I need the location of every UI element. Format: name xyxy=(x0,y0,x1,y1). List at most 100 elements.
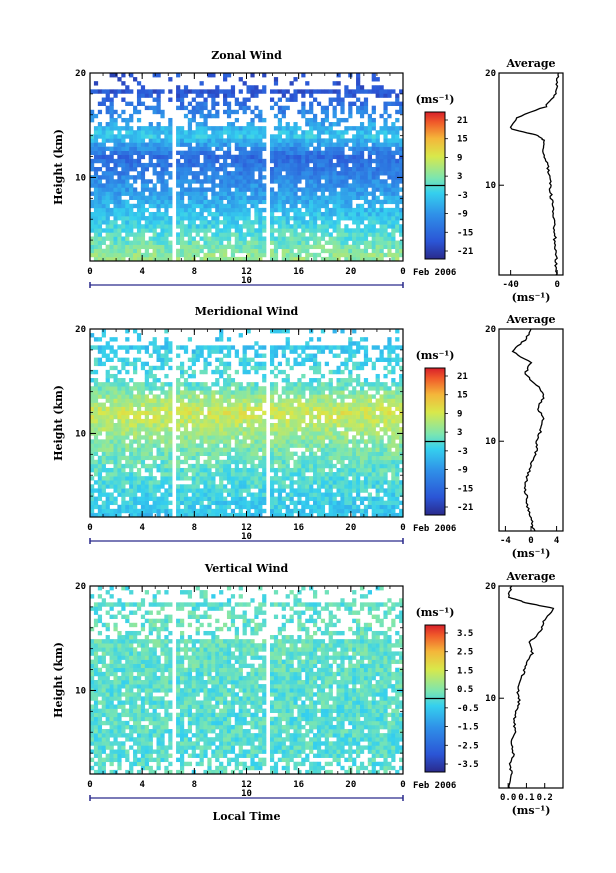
heatmap-cell xyxy=(199,418,204,424)
heatmap-cell xyxy=(281,451,286,456)
heatmap-cell xyxy=(223,244,228,250)
heatmap-cell xyxy=(281,203,286,209)
heatmap-cell xyxy=(113,134,118,139)
heatmap-cell xyxy=(383,390,388,395)
heatmap-cell xyxy=(226,109,232,115)
heatmap-cell xyxy=(344,167,349,172)
heatmap-cell xyxy=(363,455,369,461)
heatmap-cell xyxy=(219,386,224,391)
heatmap-cell xyxy=(199,488,204,493)
heatmap-cell xyxy=(285,447,290,452)
heatmap-cell xyxy=(320,484,326,489)
heatmap-cell xyxy=(356,211,361,217)
heatmap-cell xyxy=(187,150,193,156)
heatmap-cell xyxy=(176,85,181,90)
heatmap-cell xyxy=(383,224,388,229)
heatmap-cell xyxy=(309,488,314,493)
heatmap-cell xyxy=(195,427,200,432)
heatmap-cell xyxy=(301,488,306,493)
heatmap-cell xyxy=(90,427,95,432)
heatmap-cell xyxy=(258,418,263,424)
heatmap-cell xyxy=(187,207,193,213)
heatmap-cell xyxy=(371,410,376,416)
heatmap-cell xyxy=(219,146,224,151)
heatmap-cell xyxy=(148,443,153,448)
heatmap-cell xyxy=(109,220,114,225)
heatmap-cell xyxy=(387,439,392,444)
heatmap-cell xyxy=(242,500,247,506)
heatmap-cell xyxy=(281,463,286,469)
heatmap-cell xyxy=(203,414,208,420)
heatmap-cell xyxy=(191,236,196,241)
heatmap-cell xyxy=(113,451,118,456)
heatmap-cell xyxy=(133,508,138,514)
heatmap-cell xyxy=(320,512,326,518)
heatmap-cell xyxy=(176,394,181,399)
heatmap-cell xyxy=(129,244,134,250)
heatmap-cell xyxy=(383,398,388,403)
heatmap-cell xyxy=(203,386,208,391)
heatmap-cell xyxy=(113,431,118,436)
heatmap-cell xyxy=(281,199,286,205)
heatmap-cell xyxy=(226,512,232,518)
colorbar-tick-label: -21 xyxy=(457,247,473,257)
heatmap-cell xyxy=(297,216,302,221)
heatmap-cell xyxy=(250,158,255,164)
heatmap-cell xyxy=(269,480,275,485)
heatmap-cell xyxy=(191,150,196,156)
heatmap-cell xyxy=(285,224,290,229)
heatmap-cell xyxy=(93,81,99,86)
heatmap-cell xyxy=(90,240,95,245)
heatmap-cell xyxy=(316,492,322,497)
heatmap-cell xyxy=(234,101,239,106)
heatmap-cell xyxy=(320,216,326,221)
heatmap-cell xyxy=(97,406,103,412)
heatmap-cell xyxy=(359,134,365,139)
heatmap-cell xyxy=(176,447,181,452)
heatmap-cell xyxy=(324,488,329,493)
heatmap-cell xyxy=(316,122,322,127)
heatmap-cell xyxy=(285,256,290,262)
heatmap-cell xyxy=(363,443,369,448)
heatmap-cell xyxy=(379,228,384,233)
heatmap-cell xyxy=(223,236,228,241)
heatmap-cell xyxy=(109,455,114,461)
heatmap-cell xyxy=(148,480,153,485)
heatmap-cell xyxy=(164,508,169,514)
heatmap-cell xyxy=(90,418,95,424)
heatmap-cell xyxy=(144,142,149,147)
heatmap-cell xyxy=(113,126,118,131)
heatmap-cell xyxy=(258,216,263,221)
heatmap-cell xyxy=(176,179,181,184)
heatmap-cell xyxy=(277,398,283,403)
heatmap-cell xyxy=(90,504,95,510)
heatmap-cell xyxy=(215,232,220,237)
heatmap-cell xyxy=(129,390,134,395)
heatmap-cell xyxy=(340,195,345,200)
heatmap-cell xyxy=(258,252,263,258)
heatmap-cell xyxy=(140,175,146,180)
heatmap-cell xyxy=(125,402,130,407)
heatmap-cell xyxy=(101,488,106,493)
heatmap-cell xyxy=(230,195,236,200)
heatmap-cell xyxy=(195,175,200,180)
heatmap-cell xyxy=(105,236,110,241)
heatmap-cell xyxy=(293,492,298,497)
heatmap-cell xyxy=(344,248,349,254)
heatmap-cell xyxy=(113,414,118,420)
heatmap-cell xyxy=(367,459,372,465)
heatmap-cell xyxy=(234,175,239,180)
heatmap-cell xyxy=(152,195,157,200)
heatmap-cell xyxy=(160,492,165,497)
heatmap-cell xyxy=(336,162,341,168)
heatmap-cell xyxy=(320,504,326,510)
heatmap-cell xyxy=(340,447,345,452)
heatmap-cell xyxy=(226,414,232,420)
heatmap-cell xyxy=(176,126,181,131)
heatmap-cell xyxy=(187,476,193,481)
heatmap-cell xyxy=(168,175,173,180)
heatmap-cell xyxy=(234,244,239,250)
heatmap-cell xyxy=(313,191,318,196)
heatmap-cell xyxy=(144,484,149,489)
heatmap-cell xyxy=(289,435,294,440)
